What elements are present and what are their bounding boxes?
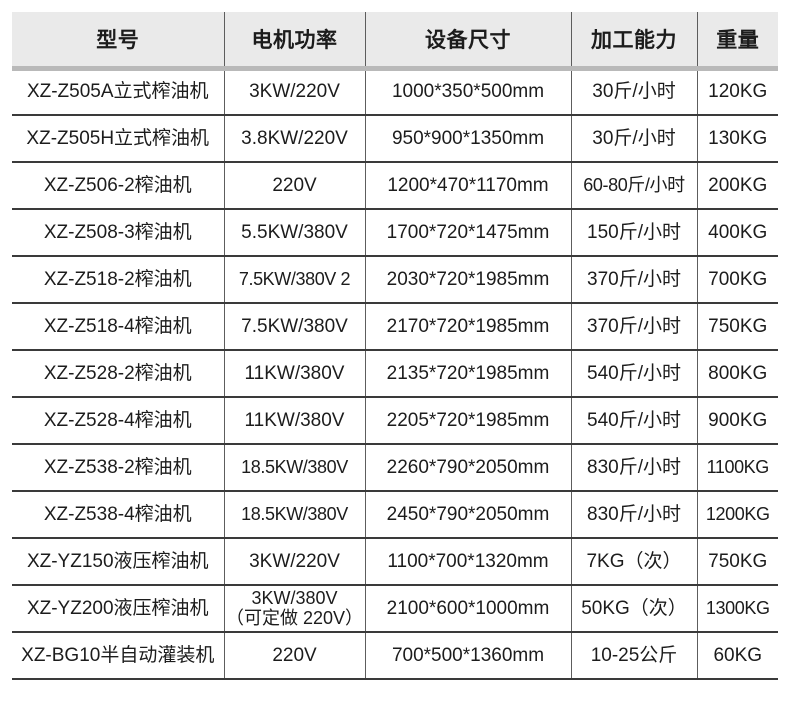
column-header-capacity: 加工能力	[571, 12, 698, 71]
table-row: XZ-BG10半自动灌装机 220V 700*500*1360mm 10-25公…	[12, 632, 778, 680]
table-body: XZ-Z505A立式榨油机 3KW/220V 1000*350*500mm 30…	[12, 67, 778, 680]
table-row: XZ-Z528-2榨油机 11KW/380V 2135*720*1985mm 5…	[12, 350, 778, 398]
cell-weight: 1200KG	[697, 491, 778, 539]
cell-power-line-1: 3KW/380V	[251, 587, 338, 608]
cell-capacity: 830斤/小时	[571, 444, 698, 492]
cell-weight: 200KG	[697, 162, 778, 210]
cell-model: XZ-Z528-2榨油机	[12, 350, 225, 398]
cell-capacity: 540斤/小时	[571, 350, 698, 398]
cell-power: 3KW/380V （可定做 220V）	[224, 585, 366, 633]
cell-size: 2450*790*2050mm	[365, 491, 572, 539]
cell-capacity: 30斤/小时	[571, 115, 698, 163]
cell-model: XZ-Z505A立式榨油机	[12, 67, 225, 116]
cell-model: XZ-YZ150液压榨油机	[12, 538, 225, 586]
table-row: XZ-YZ150液压榨油机 3KW/220V 1100*700*1320mm 7…	[12, 538, 778, 586]
cell-capacity: 50KG（次）	[571, 585, 698, 633]
cell-size: 1200*470*1170mm	[365, 162, 572, 210]
cell-size: 1100*700*1320mm	[365, 538, 572, 586]
table-row: XZ-Z538-4榨油机 18.5KW/380V 2450*790*2050mm…	[12, 491, 778, 539]
cell-power: 3KW/220V	[224, 67, 366, 116]
cell-weight: 700KG	[697, 256, 778, 304]
column-header-model: 型号	[12, 12, 225, 71]
cell-power: 18.5KW/380V	[224, 444, 366, 492]
cell-size: 2100*600*1000mm	[365, 585, 572, 633]
cell-power: 5.5KW/380V	[224, 209, 366, 257]
cell-power: 18.5KW/380V	[224, 491, 366, 539]
table-row: XZ-YZ200液压榨油机 3KW/380V （可定做 220V） 2100*6…	[12, 585, 778, 633]
specification-table: 型号 电机功率 设备尺寸 加工能力 重量 XZ-Z505A立式榨油机 3KW/2…	[12, 12, 778, 680]
cell-weight: 60KG	[697, 632, 778, 680]
table-row: XZ-Z505A立式榨油机 3KW/220V 1000*350*500mm 30…	[12, 67, 778, 116]
cell-capacity: 540斤/小时	[571, 397, 698, 445]
cell-capacity: 150斤/小时	[571, 209, 698, 257]
table-row: XZ-Z506-2榨油机 220V 1200*470*1170mm 60-80斤…	[12, 162, 778, 210]
cell-size: 950*900*1350mm	[365, 115, 572, 163]
cell-weight: 400KG	[697, 209, 778, 257]
table-row: XZ-Z538-2榨油机 18.5KW/380V 2260*790*2050mm…	[12, 444, 778, 492]
cell-capacity: 830斤/小时	[571, 491, 698, 539]
cell-capacity: 370斤/小时	[571, 303, 698, 351]
cell-model: XZ-Z508-3榨油机	[12, 209, 225, 257]
cell-model: XZ-Z538-4榨油机	[12, 491, 225, 539]
table-row: XZ-Z508-3榨油机 5.5KW/380V 1700*720*1475mm …	[12, 209, 778, 257]
cell-size: 2170*720*1985mm	[365, 303, 572, 351]
table-row: XZ-Z518-4榨油机 7.5KW/380V 2170*720*1985mm …	[12, 303, 778, 351]
cell-power: 7.5KW/380V 2	[224, 256, 366, 304]
cell-weight: 900KG	[697, 397, 778, 445]
cell-model: XZ-Z506-2榨油机	[12, 162, 225, 210]
cell-weight: 120KG	[697, 67, 778, 116]
cell-weight: 750KG	[697, 303, 778, 351]
cell-model: XZ-YZ200液压榨油机	[12, 585, 225, 633]
column-header-weight: 重量	[697, 12, 778, 71]
cell-power: 11KW/380V	[224, 350, 366, 398]
cell-power: 3KW/220V	[224, 538, 366, 586]
cell-weight: 130KG	[697, 115, 778, 163]
cell-model: XZ-BG10半自动灌装机	[12, 632, 225, 680]
cell-size: 2260*790*2050mm	[365, 444, 572, 492]
column-header-power: 电机功率	[224, 12, 366, 71]
table-row: XZ-Z518-2榨油机 7.5KW/380V 2 2030*720*1985m…	[12, 256, 778, 304]
cell-model: XZ-Z505H立式榨油机	[12, 115, 225, 163]
spec-sheet: 型号 电机功率 设备尺寸 加工能力 重量 XZ-Z505A立式榨油机 3KW/2…	[0, 12, 792, 708]
cell-capacity: 7KG（次）	[571, 538, 698, 586]
cell-size: 1000*350*500mm	[365, 67, 572, 116]
table-row: XZ-Z528-4榨油机 11KW/380V 2205*720*1985mm 5…	[12, 397, 778, 445]
cell-size: 2205*720*1985mm	[365, 397, 572, 445]
cell-capacity: 10-25公斤	[571, 632, 698, 680]
column-header-size: 设备尺寸	[365, 12, 572, 71]
cell-capacity: 60-80斤/小时	[571, 162, 698, 210]
cell-capacity: 370斤/小时	[571, 256, 698, 304]
cell-model: XZ-Z528-4榨油机	[12, 397, 225, 445]
cell-size: 2030*720*1985mm	[365, 256, 572, 304]
cell-size: 2135*720*1985mm	[365, 350, 572, 398]
cell-weight: 750KG	[697, 538, 778, 586]
cell-model: XZ-Z518-2榨油机	[12, 256, 225, 304]
cell-power-line-2: （可定做 220V）	[225, 607, 364, 628]
cell-capacity: 30斤/小时	[571, 67, 698, 116]
cell-weight: 800KG	[697, 350, 778, 398]
cell-weight: 1100KG	[697, 444, 778, 492]
cell-power: 7.5KW/380V	[224, 303, 366, 351]
header-row: 型号 电机功率 设备尺寸 加工能力 重量	[12, 12, 778, 71]
cell-model: XZ-Z538-2榨油机	[12, 444, 225, 492]
cell-size: 700*500*1360mm	[365, 632, 572, 680]
cell-power: 3.8KW/220V	[224, 115, 366, 163]
cell-power: 220V	[224, 632, 366, 680]
cell-power: 220V	[224, 162, 366, 210]
cell-model: XZ-Z518-4榨油机	[12, 303, 225, 351]
cell-power: 11KW/380V	[224, 397, 366, 445]
table-row: XZ-Z505H立式榨油机 3.8KW/220V 950*900*1350mm …	[12, 115, 778, 163]
cell-size: 1700*720*1475mm	[365, 209, 572, 257]
cell-weight: 1300KG	[697, 585, 778, 633]
table-header: 型号 电机功率 设备尺寸 加工能力 重量	[12, 12, 778, 71]
